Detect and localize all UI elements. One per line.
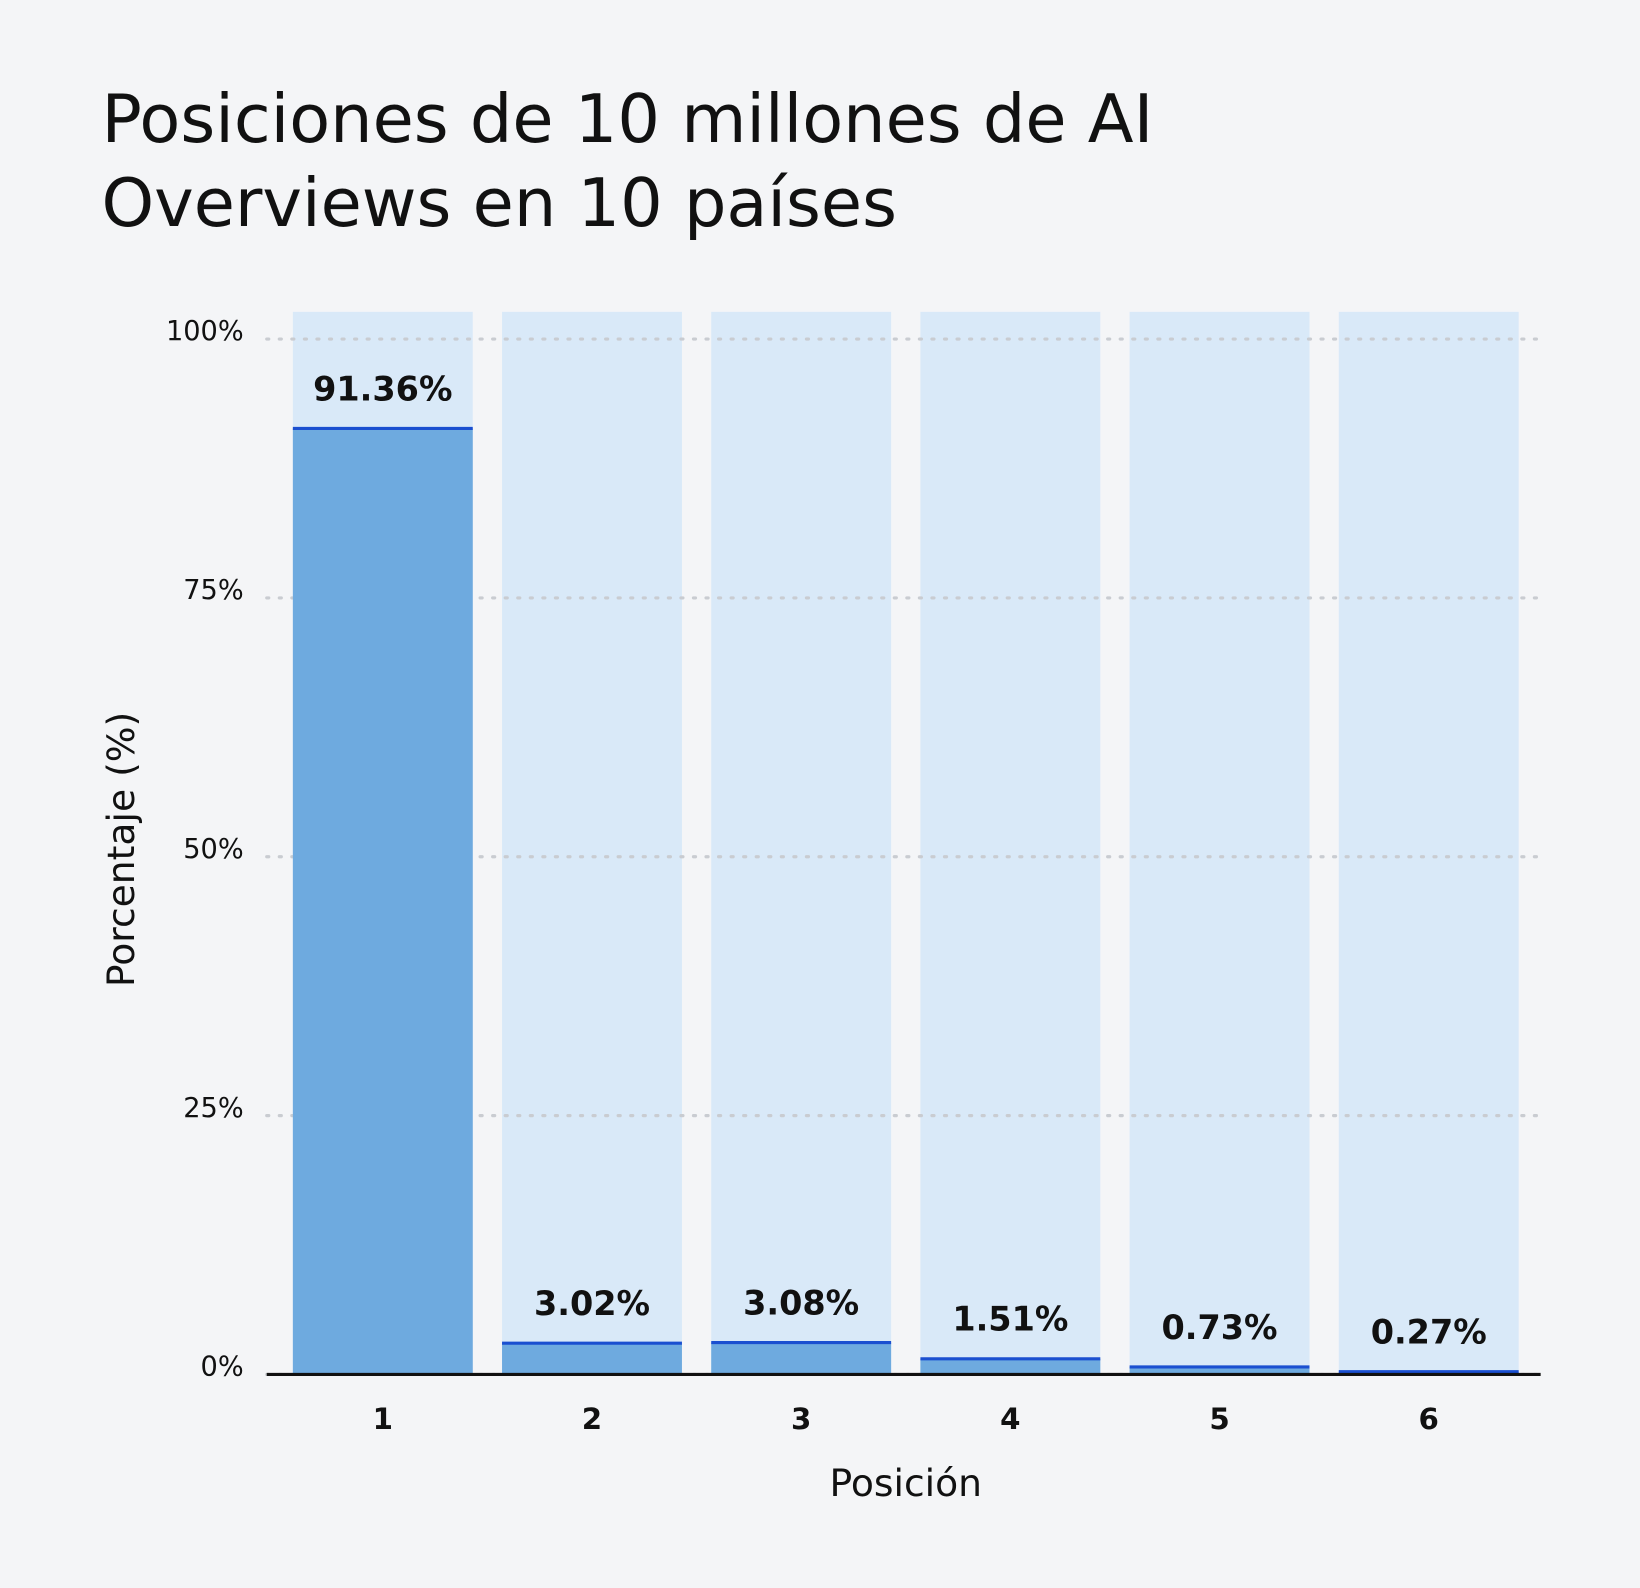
x-axis-label: Posición	[830, 1461, 983, 1505]
y-tick-label: 75%	[183, 575, 243, 606]
x-tick-label: 5	[1209, 1402, 1229, 1436]
y-tick-label: 50%	[183, 834, 243, 865]
chart-title: Overviews en 10 países	[101, 164, 896, 242]
x-tick-label: 1	[373, 1402, 393, 1436]
value-label: 3.08%	[743, 1283, 859, 1322]
value-label: 91.36%	[313, 369, 452, 408]
y-axis-label: Porcentaje (%)	[99, 712, 143, 987]
bar-background	[711, 311, 892, 1375]
chart-title: Posiciones de 10 millones de AI	[101, 80, 1153, 158]
bar	[502, 1343, 682, 1375]
y-tick-label: 25%	[183, 1093, 243, 1124]
value-label: 1.51%	[952, 1300, 1068, 1339]
x-tick-label: 3	[791, 1402, 811, 1436]
y-tick-label: 0%	[201, 1352, 244, 1383]
bar-background	[502, 311, 682, 1375]
bar	[292, 428, 473, 1375]
x-tick-label: 6	[1419, 1402, 1439, 1436]
bar-background	[1129, 311, 1310, 1375]
bar	[1129, 1366, 1310, 1375]
bar-background	[1338, 311, 1519, 1375]
value-label: 0.27%	[1371, 1313, 1487, 1352]
value-label: 0.73%	[1162, 1308, 1278, 1347]
bar	[711, 1342, 892, 1375]
bar-background	[920, 311, 1101, 1375]
value-label: 3.02%	[534, 1284, 650, 1323]
x-tick-label: 4	[1000, 1402, 1020, 1436]
y-tick-label: 100%	[166, 316, 244, 347]
x-tick-label: 2	[582, 1402, 602, 1436]
bar	[920, 1358, 1101, 1375]
